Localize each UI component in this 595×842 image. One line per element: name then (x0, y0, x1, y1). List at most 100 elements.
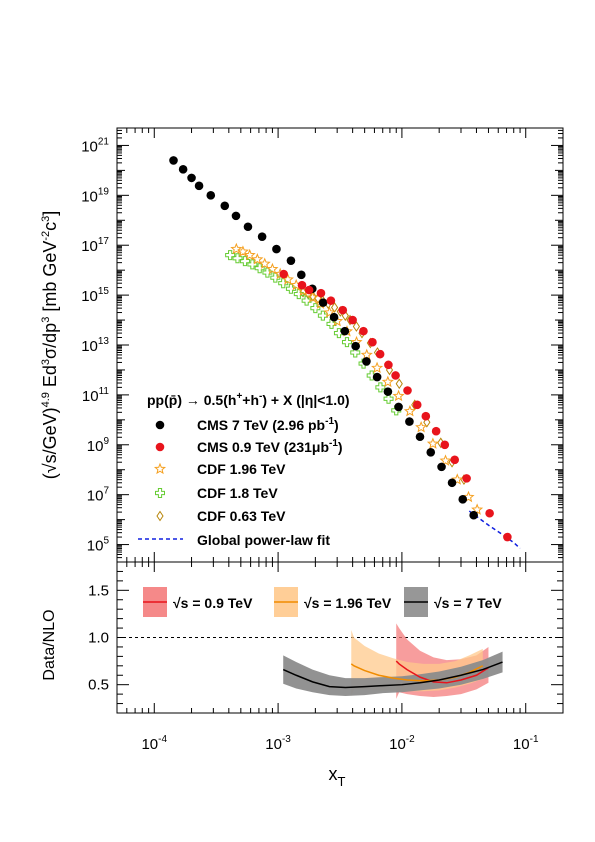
x-tick-label: 10-4 (141, 734, 167, 753)
cms-7-tev-2-96-pb-1-point (394, 402, 403, 412)
cms-7-tev-2-96-pb-1-point (169, 156, 178, 165)
cms-0-9-tev-231-b-1-point (304, 285, 314, 295)
legend-marker (155, 442, 165, 452)
top-panel: 1021 1019 1017 1015 1013 1011 109 107 105 pp(p̄) … (81, 127, 564, 563)
cdf-1-8-tev-point (310, 303, 321, 314)
cms-7-tev-2-96-pb-1-point (187, 173, 196, 183)
legend-label: CDF 0.63 TeV (197, 508, 286, 524)
cms-0-9-tev-231-b-1-point (297, 280, 307, 290)
cdf-1-8-tev-point (317, 310, 328, 321)
cdf-1-8-tev-point (225, 250, 236, 261)
cms-7-tev-2-96-pb-1-point (362, 357, 371, 366)
legend-marker (156, 510, 164, 522)
cms-7-tev-2-96-pb-1-point (383, 387, 393, 396)
cdf-1-8-tev-point (285, 283, 296, 294)
cdf-1-96-tev-point (251, 253, 264, 265)
legend-label: CDF 1.96 TeV (197, 461, 286, 477)
cdf-1-96-tev-point (426, 437, 439, 449)
cdf-0-63-tev-point (423, 416, 431, 428)
legend-label: √s = 7 TeV (434, 595, 502, 611)
cms-7-tev-2-96-pb-1-point (243, 222, 253, 232)
cms-7-tev-2-96-pb-1-point (469, 510, 478, 520)
cms-0-9-tev-231-b-1-point (421, 411, 431, 421)
cms-7-tev-2-96-pb-1-point (220, 201, 230, 211)
cms-7-tev-2-96-pb-1-point (297, 270, 306, 280)
legend-marker (155, 420, 165, 430)
cms-0-9-tev-231-b-1-point (431, 426, 441, 436)
cdf-1-8-tev-point (254, 263, 265, 274)
cms-7-tev-2-96-pb-1-point (447, 478, 457, 488)
cms-0-9-tev-231-b-1-point (503, 532, 512, 542)
y-tick-label: 1.0 (88, 630, 109, 647)
cdf-1-96-tev-point (236, 245, 249, 257)
y-axis-title: (√s/GeV)4.9 Ed3σ/dp3 [mb GeV-2c3] (40, 211, 60, 480)
cms-0-9-tev-231-b-1-point (375, 349, 385, 359)
cdf-1-8-tev-point (375, 382, 386, 393)
cdf-1-8-tev-point (293, 289, 304, 300)
cdf-1-96-tev-point (415, 421, 428, 433)
central-line-s-7-tev (282, 661, 503, 689)
legend-label: CMS 0.9 TeV (231μb-1) (197, 438, 343, 455)
cdf-1-96-tev-point (371, 361, 384, 374)
cms-0-9-tev-231-b-1-point (279, 269, 289, 279)
cms-0-9-tev-231-b-1-point (326, 296, 336, 305)
cms-0-9-tev-231-b-1-point (316, 288, 326, 298)
cdf-1-96-tev-point (381, 375, 394, 388)
cms-7-tev-2-96-pb-1-point (231, 211, 241, 221)
cms-7-tev-2-96-pb-1-point (206, 191, 216, 200)
cdf-1-96-tev-point (258, 257, 271, 269)
y-tick-label: 0.5 (88, 677, 109, 694)
y-tick-label: 1019 (81, 186, 109, 205)
cms-7-tev-2-96-pb-1-point (194, 181, 204, 191)
cms-7-tev-2-96-pb-1-point (437, 462, 446, 472)
cms-0-9-tev-231-b-1-point (391, 371, 400, 380)
cdf-1-8-tev-point (247, 259, 258, 270)
cdf-0-63-tev-point (395, 378, 403, 390)
cms-7-tev-2-96-pb-1-point (178, 165, 188, 174)
x-tick-label: 10-3 (265, 734, 291, 753)
cms-0-9-tev-231-b-1-point (348, 315, 357, 325)
legend-marker (155, 488, 165, 498)
cdf-1-96-tev-point (243, 248, 256, 261)
cdf-0-63-tev-point (352, 321, 361, 332)
cdf-1-96-tev-point (439, 454, 452, 466)
cms-7-tev-2-96-pb-1-point (372, 372, 382, 382)
cms-0-9-tev-231-b-1-point (368, 337, 377, 347)
y-tick-label: 1021 (81, 136, 109, 155)
cms-0-9-tev-231-b-1-point (440, 440, 450, 450)
power-law-fit-line (468, 510, 521, 549)
ratio-panel: 10-4 10-3 10-2 10-1 0.5 1.0 1.5 √s = 0.9 TeV √s … (88, 561, 564, 753)
axis-titles: xT (√s/GeV)4.9 Ed3σ/dp3 [mb GeV-2c3] Data/… (40, 211, 346, 789)
cms-0-9-tev-231-b-1-point (450, 455, 460, 465)
cdf-1-8-tev-point (350, 347, 361, 358)
cdf-1-8-tev-point (341, 337, 352, 348)
cdf-1-8-tev-point (333, 328, 344, 339)
cms-0-9-tev-231-b-1-point (485, 508, 494, 518)
y-tick-label: 1013 (81, 336, 109, 355)
cdf-1-8-tev-point (326, 318, 337, 329)
cdf-1-8-tev-point (301, 295, 312, 306)
legend-label: CDF 1.8 TeV (197, 485, 278, 501)
cdf-1-96-tev-point (230, 242, 243, 255)
cms-7-tev-2-96-pb-1-point (426, 447, 436, 457)
cms-7-tev-2-96-pb-1-point (318, 298, 328, 307)
cms-7-tev-2-96-pb-1-point (351, 341, 360, 351)
cdf-1-8-tev-point (383, 393, 394, 404)
cms-0-9-tev-231-b-1-point (462, 474, 471, 483)
legend-label: √s = 1.96 TeV (304, 595, 392, 611)
cdf-1-96-tev-point (471, 503, 484, 515)
cdf-1-96-tev-point (392, 389, 405, 402)
cdf-1-96-tev-point (403, 404, 416, 417)
cdf-1-96-tev-point (306, 291, 319, 303)
cms-7-tev-2-96-pb-1-point (329, 312, 339, 322)
cms-7-tev-2-96-pb-1-point (405, 417, 414, 426)
ratio-y-axis-title: Data/NLO (41, 609, 58, 680)
cms-7-tev-2-96-pb-1-point (340, 326, 350, 336)
legend-marker (153, 462, 167, 475)
cdf-1-96-tev-point (323, 306, 336, 318)
cms-0-9-tev-231-b-1-point (338, 305, 348, 315)
cms-0-9-tev-231-b-1-point (403, 386, 412, 395)
cdf-1-8-tev-point (232, 253, 243, 264)
